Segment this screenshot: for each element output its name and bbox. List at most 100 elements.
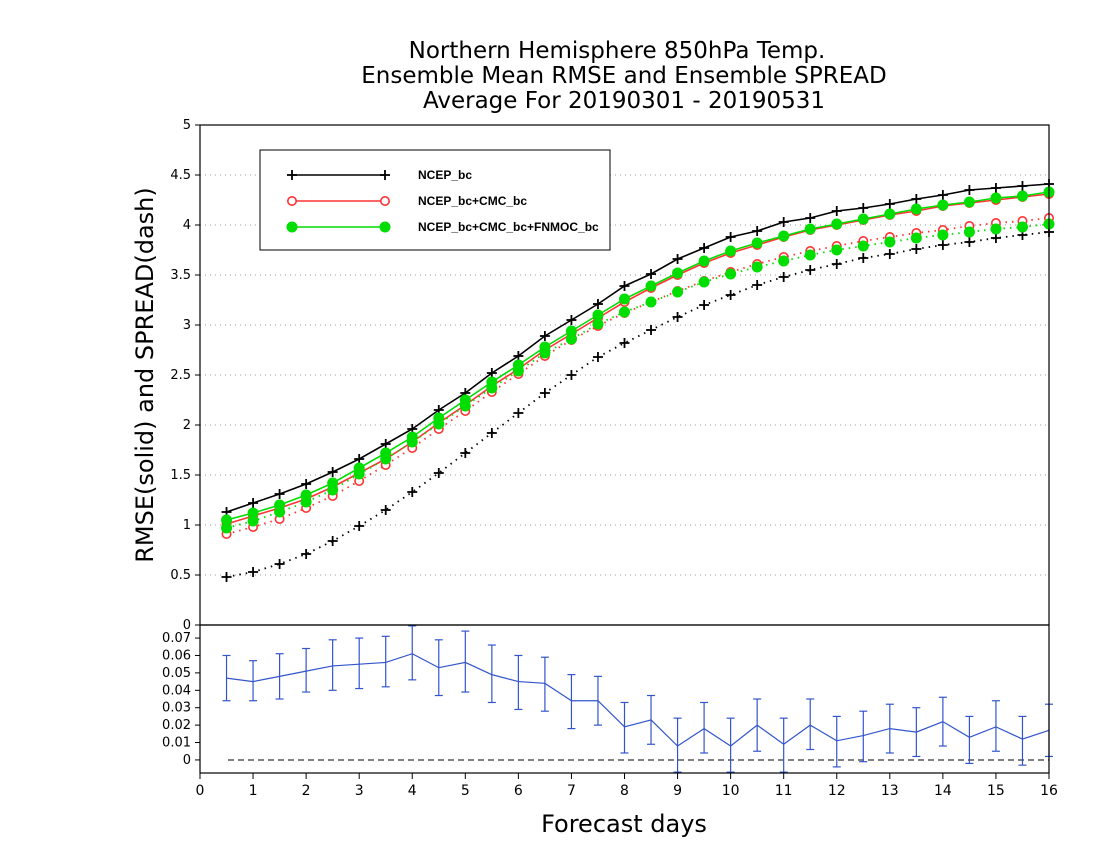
data-point: [990, 192, 1002, 204]
x-tick-label: 9: [673, 783, 682, 799]
y-tick-label: 4.5: [170, 168, 191, 183]
error-bar: [434, 639, 443, 697]
error-bar: [302, 647, 311, 693]
top-panel-series: [221, 179, 1055, 582]
data-point: [858, 203, 869, 213]
y-tick-label: 0.01: [162, 736, 191, 751]
data-point: [884, 208, 896, 220]
data-point: [380, 170, 390, 180]
data-point: [858, 253, 869, 263]
x-tick-label: 6: [514, 783, 523, 799]
difference-line: [226, 653, 1050, 747]
data-point: [672, 312, 683, 322]
error-bar: [355, 637, 364, 690]
data-point: [672, 267, 684, 279]
y-tick-label: 3.5: [170, 268, 191, 283]
data-point: [990, 233, 1001, 243]
data-point: [592, 318, 604, 330]
error-bar: [222, 654, 231, 702]
error-bar: [275, 653, 284, 700]
data-point: [645, 280, 657, 292]
error-bar: [700, 701, 709, 754]
data-point: [751, 261, 763, 273]
y-tick-label: 0.5: [170, 568, 191, 583]
title-line-3: Average For 20190301 - 20190531: [423, 88, 825, 114]
y-tick-label: 0.04: [162, 683, 191, 698]
error-bar: [408, 625, 417, 681]
data-point: [751, 237, 763, 249]
error-bar: [647, 694, 656, 745]
data-point: [248, 567, 259, 577]
data-point: [433, 418, 445, 430]
bottom-panel-difference: [222, 625, 1053, 773]
x-tick-label: 7: [567, 783, 576, 799]
error-bar: [885, 703, 894, 754]
legend-entry-ncep-bc-cmc-bc: NCEP_bc+CMC_bc: [286, 194, 527, 208]
bottom-panel-y-ticks: 0 0.01 0.02 0.03 0.04 0.05 0.06 0.07: [162, 631, 200, 768]
data-point: [592, 352, 603, 362]
error-bar: [991, 700, 1000, 752]
data-point: [1016, 221, 1028, 233]
y-tick-label: 0.03: [162, 701, 191, 716]
legend-label: NCEP_bc+CMC_bc: [418, 194, 527, 208]
y-tick-label: 0.06: [162, 648, 191, 663]
data-point: [645, 296, 657, 308]
error-bar: [567, 674, 576, 730]
data-point: [911, 194, 922, 204]
x-tick-label: 4: [408, 783, 417, 799]
data-point: [964, 237, 975, 247]
error-bar: [726, 717, 735, 773]
y-tick-label: 5: [183, 118, 191, 133]
legend-label: NCEP_bc: [418, 168, 472, 182]
data-point: [646, 325, 657, 335]
data-point: [287, 170, 297, 180]
data-point: [513, 351, 524, 361]
data-point: [831, 218, 843, 230]
data-point: [286, 196, 297, 207]
data-point: [406, 436, 418, 448]
error-bar: [912, 707, 921, 758]
y-tick-label: 1: [183, 518, 191, 533]
legend-entry-ncep-bc: NCEP_bc: [287, 168, 472, 182]
x-tick-label: 14: [934, 783, 952, 799]
data-point: [778, 272, 789, 282]
data-point: [301, 549, 312, 559]
data-point: [274, 559, 285, 569]
y-axis-title: RMSE(solid) and SPREAD(dash): [131, 187, 159, 563]
data-point: [911, 244, 922, 254]
data-point: [619, 306, 630, 318]
x-tick-label: 8: [620, 783, 629, 799]
data-point: [513, 408, 524, 418]
x-tick-label: 11: [775, 783, 793, 799]
data-point: [433, 468, 444, 478]
data-point: [831, 206, 842, 216]
data-point: [910, 232, 922, 244]
data-point: [486, 382, 498, 394]
error-bar: [381, 635, 390, 688]
error-bar: [249, 660, 258, 702]
data-point: [725, 268, 737, 280]
data-point: [963, 196, 975, 208]
data-point: [646, 269, 657, 279]
data-point: [698, 255, 710, 267]
data-point: [1016, 190, 1028, 202]
x-tick-label: 10: [722, 783, 740, 799]
data-point: [380, 439, 391, 449]
data-point: [354, 454, 365, 464]
legend: NCEP_bc NCEP_bc+CMC_bc NCEP_bc+CMC_bc+FNMO…: [259, 149, 611, 251]
data-point: [805, 213, 816, 223]
x-tick-label: 16: [1040, 783, 1058, 799]
x-tick-label: 12: [828, 783, 846, 799]
data-point: [699, 300, 710, 310]
x-tick-label: 2: [302, 783, 311, 799]
error-bar: [461, 630, 470, 693]
data-point: [221, 522, 233, 534]
y-tick-label: 3: [183, 318, 191, 333]
data-point: [248, 498, 259, 508]
data-point: [752, 280, 763, 290]
data-point: [247, 515, 259, 527]
y-tick-label: 2: [183, 418, 191, 433]
series-line: [226, 223, 1050, 529]
title-line-1: Northern Hemisphere 850hPa Temp.: [409, 38, 826, 64]
